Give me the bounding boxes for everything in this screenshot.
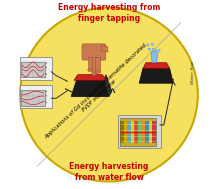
Circle shape [45,73,47,75]
FancyBboxPatch shape [135,121,138,143]
Polygon shape [139,68,173,83]
Ellipse shape [148,48,150,50]
FancyBboxPatch shape [20,85,52,108]
Ellipse shape [88,68,92,72]
FancyBboxPatch shape [20,57,52,80]
Polygon shape [74,75,106,80]
Circle shape [45,101,47,103]
Text: Energy harvesting
from water flow: Energy harvesting from water flow [69,162,149,182]
FancyBboxPatch shape [127,121,131,143]
Circle shape [45,62,47,64]
Polygon shape [151,51,158,63]
Ellipse shape [146,44,149,46]
FancyBboxPatch shape [120,119,156,146]
Ellipse shape [155,50,157,51]
FancyBboxPatch shape [124,121,128,143]
Text: Water flow: Water flow [191,60,195,84]
Ellipse shape [151,43,154,45]
FancyBboxPatch shape [152,121,156,143]
FancyBboxPatch shape [118,115,161,148]
Polygon shape [101,46,108,52]
Circle shape [45,95,47,97]
Polygon shape [143,63,169,68]
Ellipse shape [95,70,100,74]
Ellipse shape [20,8,198,181]
Circle shape [45,67,47,68]
FancyBboxPatch shape [21,90,44,106]
FancyBboxPatch shape [145,121,149,143]
Text: Applications of Gd incorporated hematite decorated
PVDF membrane: Applications of Gd incorporated hematite… [44,43,152,144]
Polygon shape [71,79,109,96]
Polygon shape [95,57,100,72]
Ellipse shape [92,72,96,75]
FancyBboxPatch shape [82,44,106,60]
Ellipse shape [158,49,160,50]
Circle shape [45,91,47,92]
FancyBboxPatch shape [21,62,44,77]
FancyBboxPatch shape [149,121,152,143]
FancyBboxPatch shape [120,121,124,143]
Polygon shape [92,57,96,74]
FancyBboxPatch shape [138,121,142,143]
Ellipse shape [156,50,159,53]
FancyBboxPatch shape [131,121,135,143]
FancyBboxPatch shape [141,121,145,143]
Ellipse shape [148,48,151,50]
Polygon shape [88,57,92,70]
Text: Energy harvesting from
finger tapping: Energy harvesting from finger tapping [58,3,160,23]
Polygon shape [103,75,112,96]
Ellipse shape [152,48,155,50]
